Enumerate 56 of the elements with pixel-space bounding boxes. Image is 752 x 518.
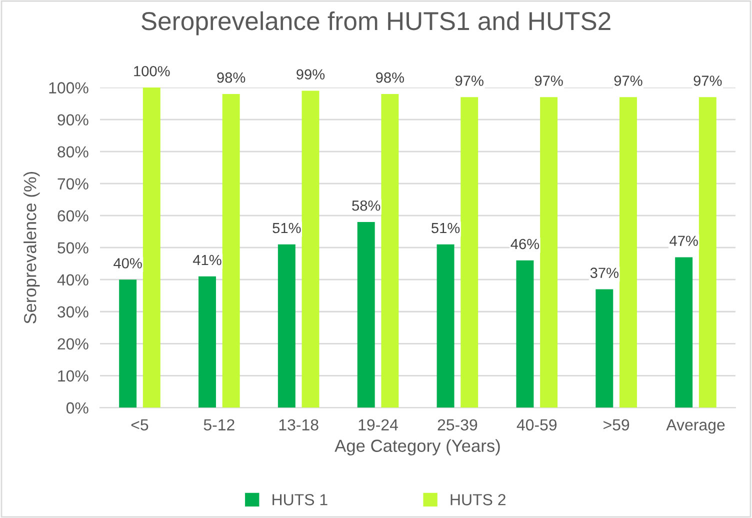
bar bbox=[302, 90, 320, 408]
data-label: 51% bbox=[432, 222, 460, 234]
x-tick-label: >59 bbox=[604, 419, 630, 431]
bar bbox=[540, 97, 558, 408]
x-tick-label: 13-18 bbox=[279, 419, 318, 431]
bar bbox=[675, 257, 693, 408]
bar bbox=[222, 94, 240, 408]
data-label: 40% bbox=[114, 258, 142, 268]
data-label: 98% bbox=[217, 72, 246, 83]
data-label: 100% bbox=[134, 66, 170, 76]
y-tick-label: 60% bbox=[58, 210, 88, 222]
data-label: 99% bbox=[296, 69, 325, 80]
y-tick-label: 50% bbox=[58, 242, 88, 254]
y-tick-label: 0% bbox=[66, 402, 88, 414]
bar bbox=[142, 88, 160, 408]
bar bbox=[278, 244, 296, 408]
y-tick-label: 70% bbox=[58, 178, 88, 190]
y-tick-label: 20% bbox=[58, 338, 88, 350]
y-axis-title: Seroprevalence (%) bbox=[24, 172, 40, 324]
y-tick-label: 90% bbox=[58, 114, 88, 126]
x-tick-label: 40-59 bbox=[516, 419, 557, 431]
data-label: 97% bbox=[614, 76, 642, 86]
bar bbox=[357, 222, 375, 408]
bar bbox=[698, 97, 716, 408]
bar bbox=[516, 260, 534, 408]
bar bbox=[619, 97, 637, 408]
bar bbox=[596, 289, 614, 408]
x-axis-title: Age Category (Years) bbox=[334, 439, 500, 456]
legend-label: HUTS 1 bbox=[272, 494, 328, 506]
y-tick-label: 10% bbox=[58, 370, 88, 382]
data-label: 97% bbox=[455, 76, 484, 86]
bar bbox=[381, 94, 399, 408]
bar bbox=[198, 276, 216, 408]
data-label: 47% bbox=[670, 236, 698, 246]
data-label: 98% bbox=[376, 72, 404, 83]
bar bbox=[436, 244, 454, 408]
x-tick-label: 25-39 bbox=[438, 419, 478, 431]
x-tick-label: 5-12 bbox=[204, 419, 234, 431]
y-tick-label: 30% bbox=[58, 306, 88, 318]
y-tick-label: 100% bbox=[49, 82, 88, 94]
x-tick-label: <5 bbox=[131, 419, 148, 431]
data-label: 97% bbox=[694, 76, 722, 86]
legend-label: HUTS 2 bbox=[450, 494, 506, 506]
data-label: 41% bbox=[192, 254, 222, 266]
y-tick-label: 40% bbox=[57, 274, 88, 286]
data-label: 37% bbox=[590, 268, 618, 278]
data-label: 58% bbox=[352, 200, 380, 211]
chart-title: Seroprevelance from HUTS1 and HUTS2 bbox=[142, 11, 610, 36]
bar bbox=[119, 280, 137, 408]
y-tick-label: 80% bbox=[58, 146, 88, 158]
data-label: 46% bbox=[510, 238, 540, 250]
x-tick-label: 19-24 bbox=[358, 419, 398, 431]
x-tick-label: Average bbox=[666, 419, 725, 434]
data-label: 97% bbox=[534, 76, 563, 86]
bar bbox=[460, 97, 478, 408]
data-label: 51% bbox=[272, 222, 301, 234]
